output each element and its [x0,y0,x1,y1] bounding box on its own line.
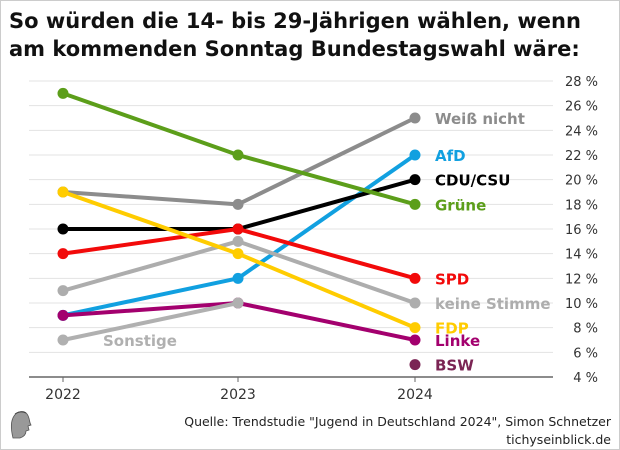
series-label: AfD [435,147,466,165]
data-point [57,87,69,99]
y-tick-label: 26 % [565,100,598,115]
y-tick-label: 22 % [565,149,598,164]
source-note: Quelle: Trendstudie "Jugend in Deutschla… [184,413,611,449]
data-point [409,149,421,161]
y-tick-label: 8 % [573,322,598,337]
data-point [232,235,244,247]
data-point [57,309,69,321]
data-point [409,334,421,346]
data-point [57,186,69,198]
logo-icon [10,411,32,439]
chart-title: So würden die 14- bis 29-Jährigen wählen… [9,9,581,61]
data-point [57,248,69,260]
data-point [409,322,421,334]
x-tick-label: 2024 [397,387,433,403]
y-tick-label: 24 % [565,124,598,139]
y-tick-label: 6 % [573,346,598,361]
series-label: BSW [435,357,474,375]
data-point [232,297,244,309]
data-point [409,198,421,210]
y-tick-label: 20 % [565,174,598,189]
y-tick-label: 28 % [565,75,598,90]
series-line [62,301,239,342]
data-point [409,174,421,186]
series-label: Linke [435,332,480,350]
y-tick-label: 12 % [565,272,598,287]
data-point [232,223,244,235]
series-label: CDU/CSU [435,172,510,190]
y-tick-label: 4 % [573,371,598,386]
y-tick-label: 14 % [565,248,598,263]
data-point [57,285,69,297]
site-name: tichyseinblick.de [506,432,611,447]
series-label: SPD [435,270,469,288]
data-point [232,248,244,260]
data-point [232,198,244,210]
series-line [62,91,416,207]
data-point [409,272,421,284]
y-tick-label: 18 % [565,198,598,213]
x-tick-label: 2023 [220,387,256,403]
data-point [409,359,421,371]
y-tick-label: 10 % [565,297,598,312]
source-text: Quelle: Trendstudie "Jugend in Deutschla… [184,414,611,429]
series-label: Grüne [435,196,486,214]
series-label: Sonstige [103,332,177,350]
data-point [409,112,421,124]
data-point [57,334,69,346]
series-label: FDP [435,320,469,338]
data-point [232,272,244,284]
series-label: keine Stimme [435,295,551,313]
data-point [232,149,244,161]
y-tick-label: 16 % [565,223,598,238]
data-point [409,297,421,309]
data-point [57,223,69,235]
series-label: Weiß nicht [435,110,525,128]
series-line [62,153,417,318]
x-tick-label: 2022 [45,387,81,403]
